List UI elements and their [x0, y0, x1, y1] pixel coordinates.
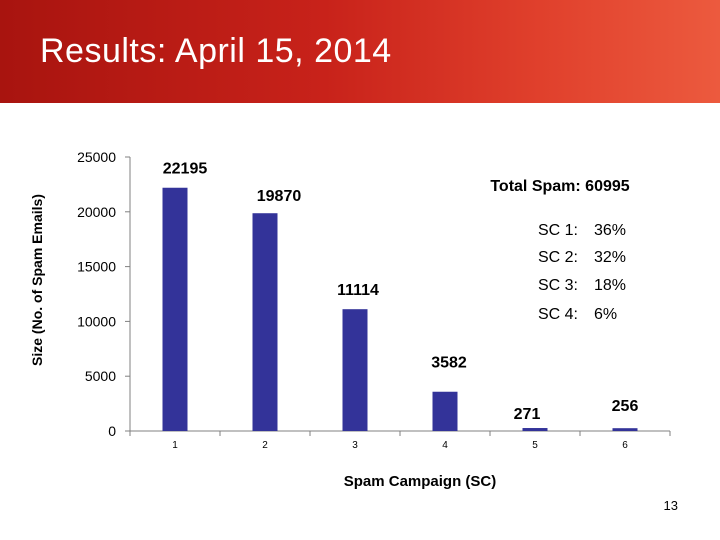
title-banner: Results: April 15, 2014 [0, 0, 720, 103]
bar [252, 213, 278, 431]
data-label: 3582 [431, 355, 467, 372]
data-label: 22195 [163, 161, 208, 178]
share-value: 36% [594, 222, 626, 239]
chart-bars [162, 187, 638, 431]
bar [522, 428, 548, 431]
chart-axes: 0 5000 10000 15000 20000 25000 [77, 149, 671, 439]
data-label: 256 [612, 398, 639, 415]
share-label: SC 3: [538, 277, 578, 294]
y-tick-label: 10000 [77, 313, 116, 329]
x-tick-label: 5 [532, 440, 538, 451]
x-tick-label: 4 [442, 440, 448, 451]
share-value: 32% [594, 249, 626, 266]
bar [342, 309, 368, 431]
share-label: SC 1: [538, 222, 578, 239]
share-label: SC 4: [538, 306, 578, 323]
x-tick-label: 1 [172, 440, 178, 451]
y-tick-label: 15000 [77, 259, 116, 275]
y-tick-label: 5000 [85, 368, 116, 384]
bar [162, 187, 188, 431]
share-value: 18% [594, 277, 626, 294]
y-tick-label: 20000 [77, 204, 116, 220]
slide-title: Results: April 15, 2014 [40, 32, 392, 70]
data-label: 271 [514, 406, 541, 423]
total-spam-annotation: Total Spam: 60995 [490, 178, 629, 195]
bar [432, 391, 458, 431]
y-tick-label: 0 [108, 423, 116, 439]
x-tick-label: 2 [262, 440, 268, 451]
bar [612, 428, 638, 431]
share-label: SC 2: [538, 249, 578, 266]
data-label: 11114 [337, 282, 379, 299]
y-tick-label: 25000 [77, 149, 116, 165]
page-number: 13 [663, 498, 678, 513]
y-axis-title: Size (No. of Spam Emails) [29, 194, 45, 366]
share-value: 6% [594, 306, 617, 323]
x-tick-label: 6 [622, 440, 628, 451]
x-axis-title: Spam Campaign (SC) [344, 473, 497, 490]
data-label: 19870 [257, 188, 302, 205]
chart-labels: 1 22195 2 19870 3 11114 4 3582 5 271 6 256 Size (No.… [29, 161, 638, 490]
x-tick-label: 3 [352, 440, 358, 451]
